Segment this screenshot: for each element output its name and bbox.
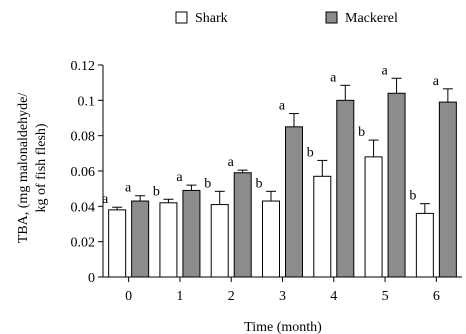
bar-shark [262,200,280,278]
bar-shark [159,202,178,278]
y-axis-title-line-1: TBA, (mg malonaldehyde/ [16,93,31,244]
bar-shark [364,156,383,278]
bar-shark [210,204,229,278]
significance-letter-shark: b [307,145,314,160]
significance-letter-shark: b [204,176,211,191]
significance-letter-shark: a [102,192,109,207]
bar-mackerel [336,99,355,278]
x-tick-label: 4 [330,289,337,304]
y-tick-label: 0 [88,271,95,286]
significance-letter-shark: b [358,125,365,140]
legend-swatch-shark [175,11,188,24]
y-axis-title-line-2: kg of fish flesh) [34,123,49,212]
significance-letter-shark: b [409,189,416,204]
significance-letter-shark: b [153,184,160,199]
significance-letter-mackerel: a [381,63,388,78]
legend-swatch-mackerel [325,11,338,24]
bar-shark [313,175,332,278]
x-tick-label: 6 [433,289,440,304]
bar-mackerel [131,200,150,278]
bar-mackerel [438,101,457,278]
x-tick-label: 0 [125,289,132,304]
x-tick-label: 2 [228,289,235,304]
significance-letter-mackerel: a [279,99,286,114]
bar-mackerel [233,172,252,278]
y-tick-label: 0.02 [71,236,96,251]
y-tick-label: 0.1 [78,94,96,109]
significance-letter-mackerel: a [228,155,235,170]
significance-letter-mackerel: a [433,74,440,89]
plot-area: 0 0.02 0.04 0.06 0.08 0.1 0.12 0 1 2 3 4 5 6 a b b b b b b a a… [71,59,462,304]
y-tick-label: 0.06 [71,165,96,180]
bar-shark [108,209,127,278]
significance-letter-mackerel: a [330,70,337,85]
y-tick-label: 0.08 [71,130,96,145]
bar-mackerel [182,189,201,278]
x-tick-label: 3 [279,289,286,304]
x-tick-label: 5 [382,289,389,304]
y-tick-label: 0.12 [71,59,96,74]
bar-mackerel [285,126,303,278]
x-tick-label: 1 [176,289,183,304]
legend: Shark Mackerel [175,11,398,26]
x-axis-title: Time (month) [244,320,322,334]
legend-label-mackerel: Mackerel [345,11,398,26]
significance-letter-shark: b [256,176,263,191]
significance-letter-mackerel: a [176,170,183,185]
legend-item-shark: Shark [175,11,228,26]
significance-letter-mackerel: a [125,181,132,196]
legend-label-shark: Shark [195,11,228,26]
legend-item-mackerel: Mackerel [325,11,398,26]
bar-shark [415,212,434,278]
bar-mackerel [387,92,406,278]
y-tick-label: 0.04 [71,200,96,215]
y-axis-title: TBA, (mg malonaldehyde/ kg of fish flesh… [16,93,49,244]
